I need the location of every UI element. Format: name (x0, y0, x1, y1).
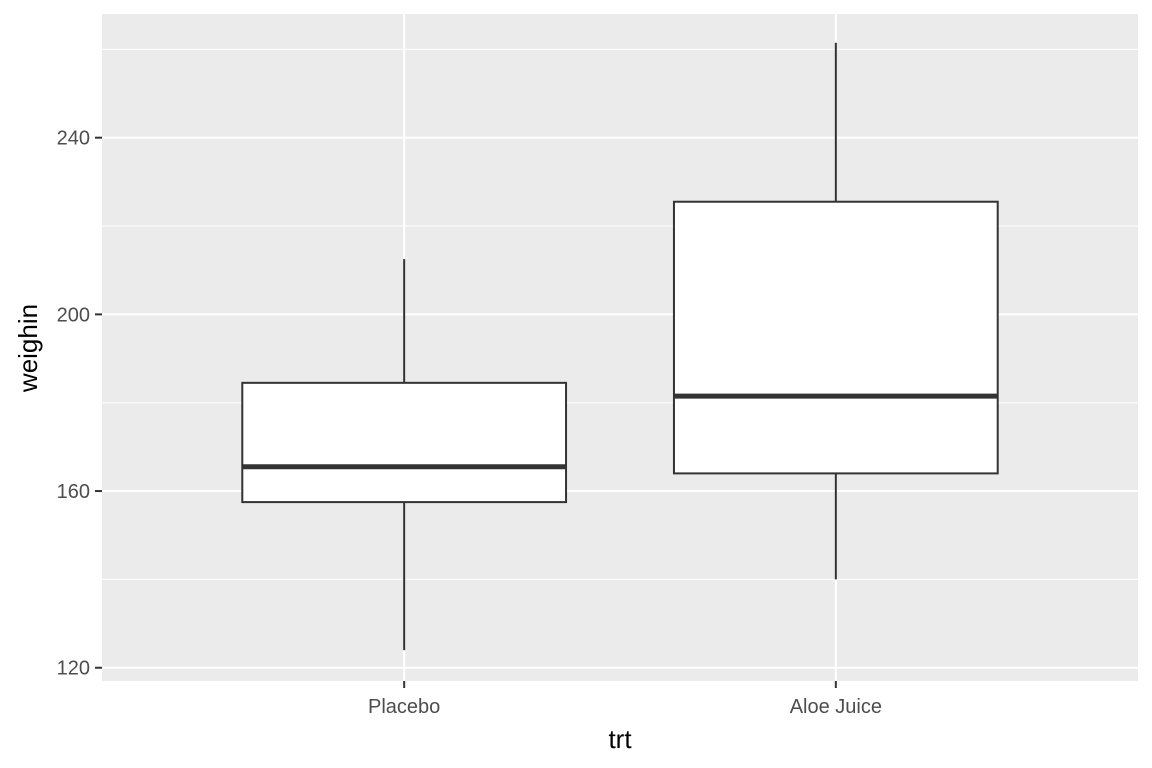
x-tick-label: Aloe Juice (790, 696, 882, 718)
axes: 120 160 200 240 Placebo Aloe Juice (57, 128, 882, 718)
x-axis-title: trt (608, 724, 632, 754)
interquartile-box (672, 200, 999, 475)
y-tick-label: 240 (57, 128, 90, 150)
interquartile-box (241, 381, 568, 504)
box-placebo (241, 259, 568, 651)
boxes (241, 42, 999, 651)
y-tick-label: 120 (57, 658, 90, 680)
y-tick-label: 160 (57, 481, 90, 503)
x-tick-label: Placebo (368, 696, 440, 718)
box-aloe-juice (672, 42, 999, 580)
y-axis-title: weighin (13, 304, 43, 393)
y-tick-label: 200 (57, 304, 90, 326)
